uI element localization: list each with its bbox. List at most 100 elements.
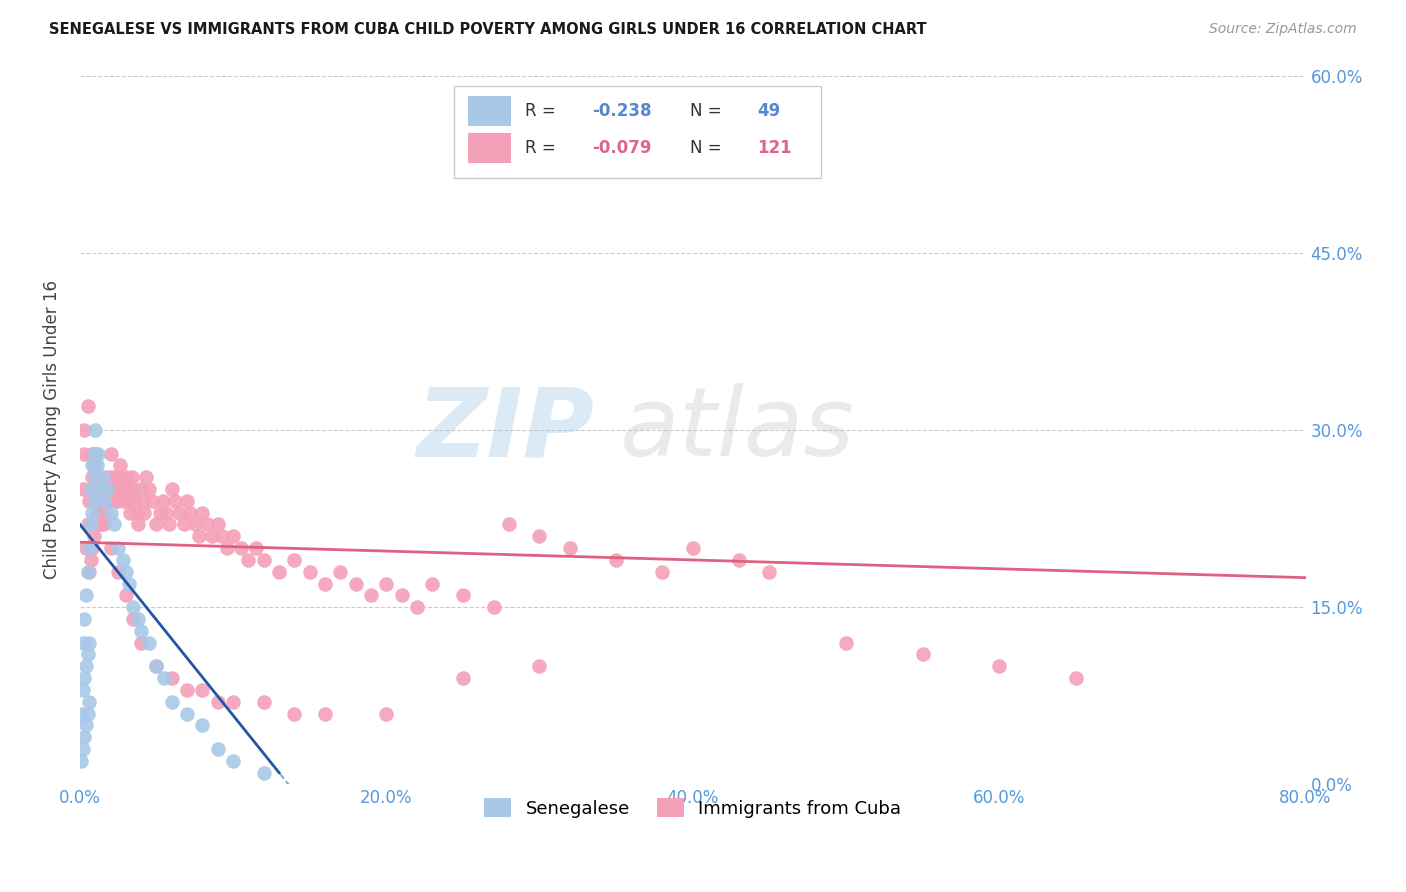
Point (195, 517, 218, 532)
Point (124, 494, 146, 508)
Point (107, 565, 129, 579)
Point (152, 494, 174, 508)
Text: 49: 49 (758, 102, 780, 120)
Point (207, 517, 229, 532)
Point (100, 470, 122, 484)
Point (138, 482, 160, 496)
Point (118, 494, 141, 508)
Text: R =: R = (524, 139, 561, 157)
Point (86, 506, 108, 520)
Point (72, 742, 94, 756)
Point (391, 588, 413, 602)
Point (75, 588, 97, 602)
Point (82, 541, 104, 555)
Point (329, 565, 352, 579)
Point (229, 541, 252, 555)
Point (76, 706, 98, 721)
Point (101, 482, 124, 496)
Point (82, 506, 104, 520)
Point (112, 494, 135, 508)
Point (344, 576, 367, 591)
Point (82, 458, 104, 473)
Point (160, 695, 183, 709)
Point (375, 706, 398, 721)
Point (114, 588, 136, 602)
Point (104, 470, 127, 484)
Point (110, 470, 132, 484)
Point (173, 517, 195, 532)
Point (127, 517, 149, 532)
Point (87, 447, 110, 461)
Point (76, 565, 98, 579)
Point (758, 565, 780, 579)
Point (96, 482, 118, 496)
Point (253, 765, 276, 780)
Point (111, 553, 134, 567)
Point (103, 517, 125, 532)
Point (91, 470, 114, 484)
Point (201, 529, 224, 543)
Point (160, 482, 183, 496)
Point (141, 494, 163, 508)
Point (482, 600, 505, 615)
Point (835, 635, 858, 649)
Point (406, 600, 429, 615)
Point (73, 423, 96, 437)
Point (122, 482, 145, 496)
Point (77, 695, 100, 709)
Point (651, 565, 673, 579)
Point (77, 494, 100, 508)
Point (75, 659, 97, 673)
Point (96, 482, 118, 496)
Point (82, 447, 104, 461)
Point (84, 470, 107, 484)
Point (79, 517, 101, 532)
Point (163, 494, 186, 508)
Text: ZIP: ZIP (416, 384, 595, 476)
Point (222, 695, 245, 709)
Point (105, 482, 128, 496)
Point (79, 553, 101, 567)
Point (188, 529, 211, 543)
Point (451, 671, 474, 685)
Point (70, 754, 93, 768)
Point (73, 612, 96, 626)
Point (191, 682, 214, 697)
Point (558, 541, 581, 555)
Point (103, 494, 125, 508)
Point (155, 506, 177, 520)
Point (90, 517, 112, 532)
Point (169, 506, 191, 520)
Point (125, 506, 148, 520)
Point (360, 588, 382, 602)
Point (129, 635, 152, 649)
Point (72, 682, 94, 697)
Point (91, 506, 114, 520)
Point (93, 494, 115, 508)
Point (283, 706, 305, 721)
Point (222, 529, 245, 543)
Point (134, 506, 156, 520)
Point (82, 470, 104, 484)
Point (176, 494, 198, 508)
Point (75, 541, 97, 555)
Text: atlas: atlas (619, 384, 855, 476)
Point (184, 517, 207, 532)
Point (727, 553, 749, 567)
Point (84, 447, 107, 461)
Point (83, 458, 105, 473)
Point (157, 517, 180, 532)
Point (148, 506, 170, 520)
Text: -0.079: -0.079 (592, 139, 652, 157)
Point (107, 494, 129, 508)
Point (122, 612, 145, 626)
Point (129, 482, 152, 496)
Point (100, 447, 122, 461)
Legend: Senegalese, Immigrants from Cuba: Senegalese, Immigrants from Cuba (477, 791, 908, 825)
Point (529, 529, 551, 543)
Point (988, 659, 1011, 673)
Point (77, 565, 100, 579)
Point (118, 576, 141, 591)
Point (682, 541, 704, 555)
Point (207, 742, 229, 756)
